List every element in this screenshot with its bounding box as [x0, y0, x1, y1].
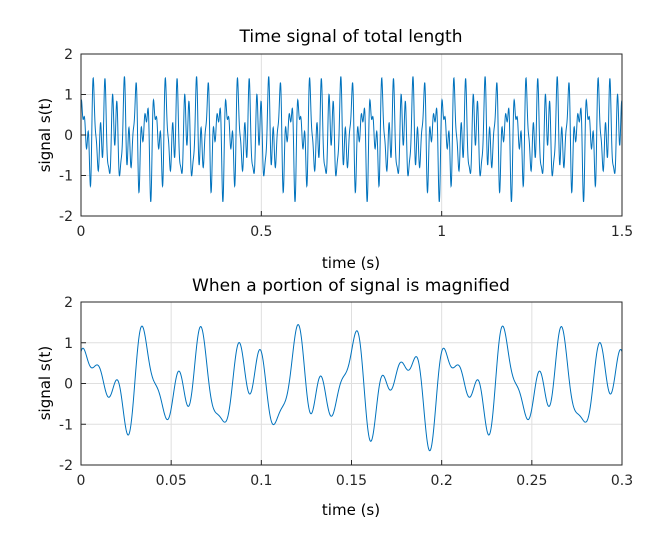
y-tick-label: 0	[64, 128, 73, 144]
y-axis-label: signal s(t)	[36, 98, 54, 173]
y-tick-label: -1	[59, 169, 73, 185]
x-tick-label: 0.5	[250, 224, 272, 240]
x-tick-label: 1.5	[611, 224, 633, 240]
y-tick-label: 1	[64, 336, 73, 352]
y-tick-label: 1	[64, 88, 73, 104]
x-tick-label: 0.15	[336, 473, 367, 489]
y-tick-label: 2	[64, 47, 73, 63]
ticks: 0 0.05 0.1 0.15 0.2 0.25 0.3 2 1 0 -1 -2	[59, 295, 633, 489]
x-tick-label: 0.1	[250, 473, 272, 489]
grid	[80, 301, 623, 466]
x-axis-label: time (s)	[322, 254, 380, 272]
grid	[80, 53, 623, 217]
x-tick-label: 0.25	[516, 473, 547, 489]
ticks: 0 0.5 1 1.5 2 1 0 -1 -2	[59, 47, 633, 240]
y-tick-label: -2	[59, 458, 73, 474]
y-tick-label: 2	[64, 295, 73, 311]
x-tick-label: 1	[437, 224, 446, 240]
chart-title: When a portion of signal is magnified	[192, 276, 510, 296]
x-tick-label: 0	[77, 473, 86, 489]
chart-title: Time signal of total length	[239, 27, 463, 47]
x-tick-label: 0.3	[611, 473, 633, 489]
x-tick-label: 0	[77, 224, 86, 240]
chart-top: Time signal of total length 0 0.5 1 1.5210-…	[36, 27, 633, 272]
y-tick-label: 0	[64, 377, 73, 393]
y-tick-label: -1	[59, 417, 73, 433]
series-line	[80, 324, 623, 452]
x-tick-label: 0.2	[431, 473, 453, 489]
x-tick-label: 0.05	[156, 473, 187, 489]
y-axis-label: signal s(t)	[36, 346, 54, 421]
series-line	[80, 76, 623, 202]
x-axis-label: time (s)	[322, 501, 380, 519]
y-tick-label: -2	[59, 209, 73, 225]
